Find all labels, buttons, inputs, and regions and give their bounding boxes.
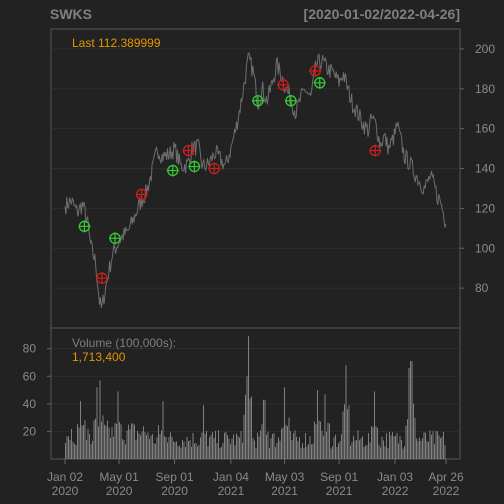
x-tick-label: Sep 01 [156,470,194,484]
volume-tick-label: 40 [23,397,37,411]
x-tick-label: Jan 02 [47,470,83,484]
sell-signal-marker [135,188,148,201]
price-tick-label: 180 [475,82,495,96]
x-tick-year: 2021 [326,484,353,498]
x-tick-year: 2020 [106,484,133,498]
sell-signal-marker [309,64,322,77]
volume-tick-label: 80 [23,342,37,356]
x-tick-label: May 03 [265,470,305,484]
x-tick-label: Jan 04 [213,470,249,484]
x-tick-year: 2022 [382,484,409,498]
price-axis: 80 100 120 140 160 180 200 [460,42,495,295]
x-tick-label: May 01 [99,470,139,484]
volume-axis: 20 40 60 80 [23,342,51,438]
volume-tick-label: 60 [23,369,37,383]
price-tick-label: 140 [475,162,495,176]
volume-bars [65,336,446,459]
price-tick-label: 160 [475,122,495,136]
price-panel: 80 100 120 140 160 180 200 Last 112.389999 [50,28,495,329]
x-tick-year: 2021 [218,484,245,498]
volume-panel: 20 40 60 80 Volume (100,000s): 1,713,400 [23,327,461,460]
last-price-label: Last 112.389999 [72,36,161,50]
price-tick-label: 200 [475,42,495,56]
buy-signal-marker [313,76,326,89]
x-tick-label: Jan 03 [377,470,413,484]
sell-signal-marker [208,162,221,175]
price-line [64,52,447,309]
volume-tick-label: 20 [23,424,37,438]
x-tick-year: 2020 [161,484,188,498]
price-series [64,52,447,309]
sell-signal-marker [182,144,195,157]
chart-title: SWKS [50,6,92,22]
sell-signal-marker [277,78,290,91]
buy-signal-marker [78,220,91,233]
x-tick-label: Sep 01 [320,470,358,484]
buy-signal-marker [166,164,179,177]
buy-signal-marker [109,232,122,245]
price-panel-frame [50,28,461,329]
buy-signal-marker [251,94,264,107]
x-tick-label: Apr 26 [428,470,464,484]
x-tick-year: 2021 [271,484,298,498]
buy-signal-marker [188,160,201,173]
volume-last-value: 1,713,400 [72,350,126,364]
price-tick-label: 120 [475,201,495,215]
buy-signal-marker [284,94,297,107]
sell-signal-marker [369,144,382,157]
volume-label: Volume (100,000s): [72,336,176,350]
date-range: [2020-01-02/2022-04-26] [304,6,460,22]
price-tick-label: 80 [475,281,489,295]
x-tick-year: 2020 [52,484,79,498]
signal-markers [78,64,382,285]
x-tick-year: 2022 [433,484,460,498]
sell-signal-marker [95,272,108,285]
price-tick-label: 100 [475,241,495,255]
